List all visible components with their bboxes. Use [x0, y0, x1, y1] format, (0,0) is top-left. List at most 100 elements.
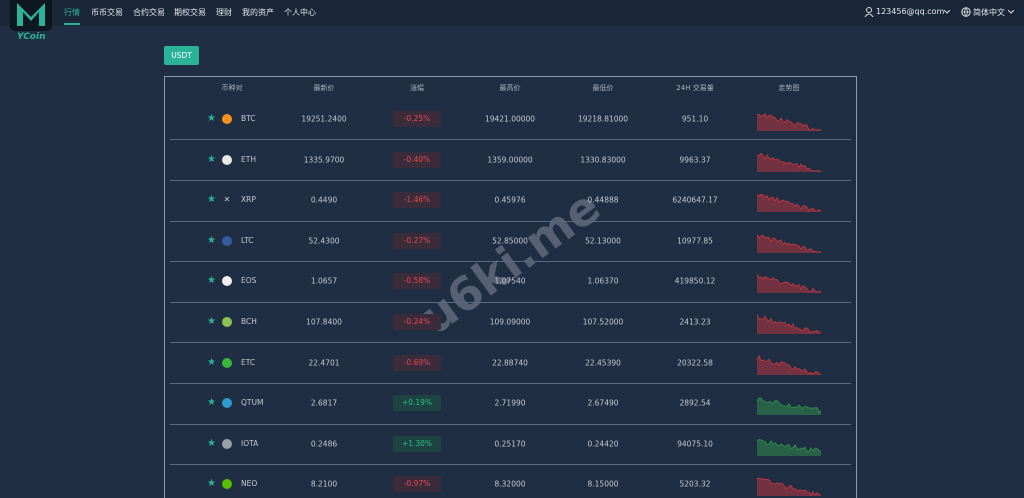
low-price: 0.44888	[587, 195, 619, 205]
high-price: 8.32000	[494, 479, 526, 489]
favorite-star[interactable]: ★	[207, 478, 216, 490]
change-badge: -1.46%	[393, 192, 441, 209]
favorite-star[interactable]: ★	[207, 113, 216, 124]
sparkline	[757, 314, 821, 334]
latest-price: 22.4701	[308, 358, 340, 368]
volume: 951.10	[681, 114, 709, 124]
latest-price: 0.4490	[310, 195, 338, 205]
coin-icon	[222, 357, 232, 368]
logo[interactable]	[10, 0, 52, 31]
coin-icon	[222, 317, 232, 327]
low-price: 0.24420	[587, 439, 619, 449]
column-header: 涨幅	[410, 84, 424, 92]
row-separator	[170, 261, 851, 262]
latest-price: 2.6817	[310, 398, 338, 408]
globe-icon[interactable]	[961, 7, 971, 17]
latest-price: 1335.9700	[303, 155, 345, 165]
coin-symbol: LTC	[241, 235, 254, 245]
high-price: 22.88740	[492, 358, 528, 368]
coin-icon	[222, 276, 232, 287]
latest-price: 1.0657	[310, 276, 338, 286]
high-price: 0.25170	[494, 439, 526, 449]
volume: 5203.32	[679, 479, 711, 489]
high-price: 19421.00000	[484, 114, 536, 124]
low-price: 1330.83000	[580, 155, 626, 165]
low-price: 2.67490	[587, 398, 619, 408]
sparkline	[757, 478, 821, 497]
volume: 419850.12	[674, 276, 716, 286]
latest-price: 52.4300	[308, 236, 340, 246]
change-badge: -0.58%	[393, 273, 441, 290]
column-header: 最高价	[499, 84, 521, 92]
volume: 9963.37	[679, 155, 711, 165]
latest-price: 107.8400	[306, 317, 342, 327]
latest-price: 0.2486	[310, 439, 338, 449]
row-separator	[170, 342, 851, 343]
sparkline	[757, 234, 821, 253]
favorite-star[interactable]: ★	[207, 234, 216, 246]
sparkline	[757, 193, 821, 213]
sparkline	[757, 152, 821, 172]
user-email[interactable]: 123456@qq.com	[876, 7, 945, 16]
row-separator	[170, 464, 851, 465]
nav-item[interactable]: 个人中心	[284, 8, 316, 17]
high-price: 1359.00000	[487, 155, 533, 165]
user-icon[interactable]	[864, 7, 874, 17]
row-separator	[170, 302, 851, 303]
change-badge: -0.24%	[393, 314, 441, 330]
row-separator	[170, 180, 851, 181]
brand: YCoin	[17, 32, 46, 42]
favorite-star[interactable]: ★	[207, 356, 216, 368]
nav-item[interactable]: 合约交易	[133, 8, 165, 17]
sparkline	[757, 354, 821, 375]
volume: 94075.10	[677, 439, 713, 449]
volume: 6240647.17	[672, 195, 718, 205]
volume: 10977.85	[677, 236, 713, 246]
change-badge: -0.69%	[393, 354, 441, 371]
row-separator	[170, 383, 851, 384]
row-separator	[170, 424, 851, 425]
coin-icon	[222, 114, 232, 124]
low-price: 1.06370	[587, 276, 619, 286]
change-badge: -0.40%	[393, 151, 441, 168]
coin-icon: ✕	[223, 195, 231, 205]
low-price: 52.13000	[585, 236, 621, 246]
nav-item[interactable]: 币币交易	[91, 8, 123, 17]
row-separator	[170, 139, 851, 140]
usdt-tab[interactable]: USDT	[164, 46, 199, 65]
change-badge: -0.27%	[393, 232, 441, 249]
change-badge: -0.97%	[393, 476, 441, 493]
sparkline	[757, 274, 821, 294]
coin-symbol: ETC	[241, 357, 256, 367]
sparkline	[757, 113, 821, 131]
coin-symbol: QTUM	[241, 398, 264, 408]
caret	[944, 10, 950, 14]
change-badge: +0.19%	[393, 395, 441, 412]
favorite-star[interactable]: ★	[207, 397, 216, 409]
favorite-star[interactable]: ★	[207, 275, 216, 287]
low-price: 8.15000	[587, 479, 619, 489]
market-table	[164, 76, 857, 498]
active-underline	[64, 23, 80, 25]
favorite-star[interactable]: ★	[207, 194, 216, 206]
nav-item[interactable]: 期权交易	[174, 8, 206, 17]
coin-symbol: IOTA	[241, 438, 259, 448]
top-nav	[0, 0, 1024, 26]
latest-price: 8.2100	[310, 479, 338, 489]
sparkline	[757, 438, 821, 456]
favorite-star[interactable]: ★	[207, 316, 216, 327]
volume: 20322.58	[677, 358, 713, 368]
change-badge: +1.30%	[393, 435, 441, 452]
coin-icon	[222, 154, 232, 165]
nav-item[interactable]: 我的资产	[242, 8, 274, 17]
caret	[1008, 10, 1014, 14]
favorite-star[interactable]: ★	[207, 153, 216, 165]
language[interactable]: 简体中文	[973, 8, 1005, 17]
coin-icon	[222, 235, 232, 246]
coin-symbol: BCH	[241, 317, 257, 326]
favorite-star[interactable]: ★	[207, 437, 216, 449]
coin-icon	[222, 398, 232, 409]
nav-item[interactable]: 理财	[216, 8, 232, 17]
nav-item[interactable]: 行情	[64, 8, 80, 17]
